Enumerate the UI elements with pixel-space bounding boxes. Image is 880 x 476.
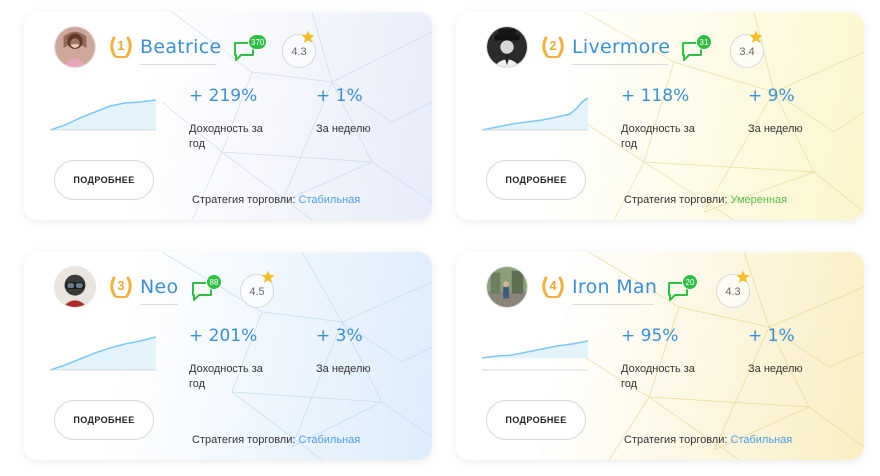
avatar-girl-icon xyxy=(55,27,95,67)
name-underline xyxy=(572,304,654,305)
yield-week-label: За неделю xyxy=(748,363,803,375)
star-icon xyxy=(736,270,750,284)
yield-year-label: Доходность за год xyxy=(189,123,263,150)
yield-year-label: Доходность за год xyxy=(621,123,695,150)
star-icon xyxy=(261,270,275,284)
trader-name[interactable]: Livermore xyxy=(572,36,671,58)
star-icon xyxy=(749,30,763,44)
rank-number: 4 xyxy=(549,278,557,293)
strategy-line: Стратегия торговли: Стабильная xyxy=(624,434,792,446)
strategy-value: Стабильная xyxy=(298,434,361,446)
yield-sparkline xyxy=(482,334,588,374)
yield-sparkline xyxy=(482,94,588,134)
avatar[interactable] xyxy=(54,266,96,308)
strategy-line: Стратегия торговли: Стабильная xyxy=(192,194,360,206)
avatar-man-hat-icon xyxy=(487,27,527,67)
rank-laurel-icon: 2 xyxy=(540,34,566,60)
strategy-label: Стратегия торговли: xyxy=(624,434,728,446)
trader-card: 2 Livermore 31 3.4 + 118% + 9% Доходност… xyxy=(456,12,864,220)
rank-number: 2 xyxy=(549,38,557,53)
trader-name[interactable]: Iron Man xyxy=(572,276,658,298)
avatar[interactable] xyxy=(486,26,528,68)
network-pattern-decoration xyxy=(583,252,864,460)
yield-year-value: + 201% xyxy=(189,326,258,346)
yield-week-value: + 3% xyxy=(316,326,363,346)
yield-week-value: + 9% xyxy=(748,86,795,106)
messages-button[interactable]: 370 xyxy=(232,34,268,66)
strategy-label: Стратегия торговли: xyxy=(192,194,296,206)
messages-button[interactable]: 20 xyxy=(666,274,702,306)
avatar[interactable] xyxy=(486,266,528,308)
more-button[interactable]: ПОДРОБНЕЕ xyxy=(54,400,154,440)
yield-sparkline xyxy=(50,94,156,134)
messages-button[interactable]: 88 xyxy=(190,274,226,306)
trader-card: 4 Iron Man 20 4.3 + 95% + 1% Доходность … xyxy=(456,252,864,460)
yield-year-value: + 219% xyxy=(189,86,258,106)
rank-laurel-icon: 1 xyxy=(108,34,134,60)
rating-circle: 4.3 xyxy=(716,274,750,308)
rank-laurel-icon: 4 xyxy=(540,274,566,300)
message-count-badge: 20 xyxy=(682,274,698,290)
more-button[interactable]: ПОДРОБНЕЕ xyxy=(486,160,586,200)
strategy-value: Стабильная xyxy=(298,194,361,206)
strategy-label: Стратегия торговли: xyxy=(192,434,296,446)
avatar[interactable] xyxy=(54,26,96,68)
yield-week-label: За неделю xyxy=(316,123,371,135)
more-button[interactable]: ПОДРОБНЕЕ xyxy=(54,160,154,200)
strategy-label: Стратегия торговли: xyxy=(624,194,728,206)
strategy-line: Стратегия торговли: Стабильная xyxy=(192,434,360,446)
rank-number: 3 xyxy=(117,278,125,293)
name-underline xyxy=(140,64,216,65)
trader-card: 3 Neo 88 4.5 + 201% + 3% Доходность за г… xyxy=(24,252,432,460)
trader-card: 1 Beatrice 370 4.3 + 219% + 1% Доходност… xyxy=(24,12,432,220)
rank-number: 1 xyxy=(117,38,125,53)
network-pattern-decoration xyxy=(161,12,432,220)
strategy-value: Умеренная xyxy=(730,194,788,206)
yield-week-value: + 1% xyxy=(748,326,795,346)
trader-name[interactable]: Beatrice xyxy=(140,36,222,58)
strategy-line: Стратегия торговли: Умеренная xyxy=(624,194,787,206)
name-underline xyxy=(140,304,178,305)
name-underline xyxy=(572,64,668,65)
avatar-helmet-icon xyxy=(55,267,95,307)
yield-week-label: За неделю xyxy=(748,123,803,135)
yield-year-value: + 95% xyxy=(621,326,679,346)
strategy-value: Стабильная xyxy=(730,434,793,446)
messages-button[interactable]: 31 xyxy=(680,34,716,66)
star-icon xyxy=(301,30,315,44)
trader-name[interactable]: Neo xyxy=(140,276,179,298)
yield-week-label: За неделю xyxy=(316,363,371,375)
rank-laurel-icon: 3 xyxy=(108,274,134,300)
yield-year-value: + 118% xyxy=(621,86,690,106)
message-count-badge: 370 xyxy=(248,34,268,50)
more-button[interactable]: ПОДРОБНЕЕ xyxy=(486,400,586,440)
yield-year-label: Доходность за год xyxy=(189,363,263,390)
avatar-street-icon xyxy=(487,267,527,307)
yield-sparkline xyxy=(50,334,156,374)
message-count-badge: 31 xyxy=(696,34,712,50)
message-count-badge: 88 xyxy=(206,274,222,290)
yield-week-value: + 1% xyxy=(316,86,363,106)
network-pattern-decoration xyxy=(583,12,864,220)
yield-year-label: Доходность за год xyxy=(621,363,695,390)
